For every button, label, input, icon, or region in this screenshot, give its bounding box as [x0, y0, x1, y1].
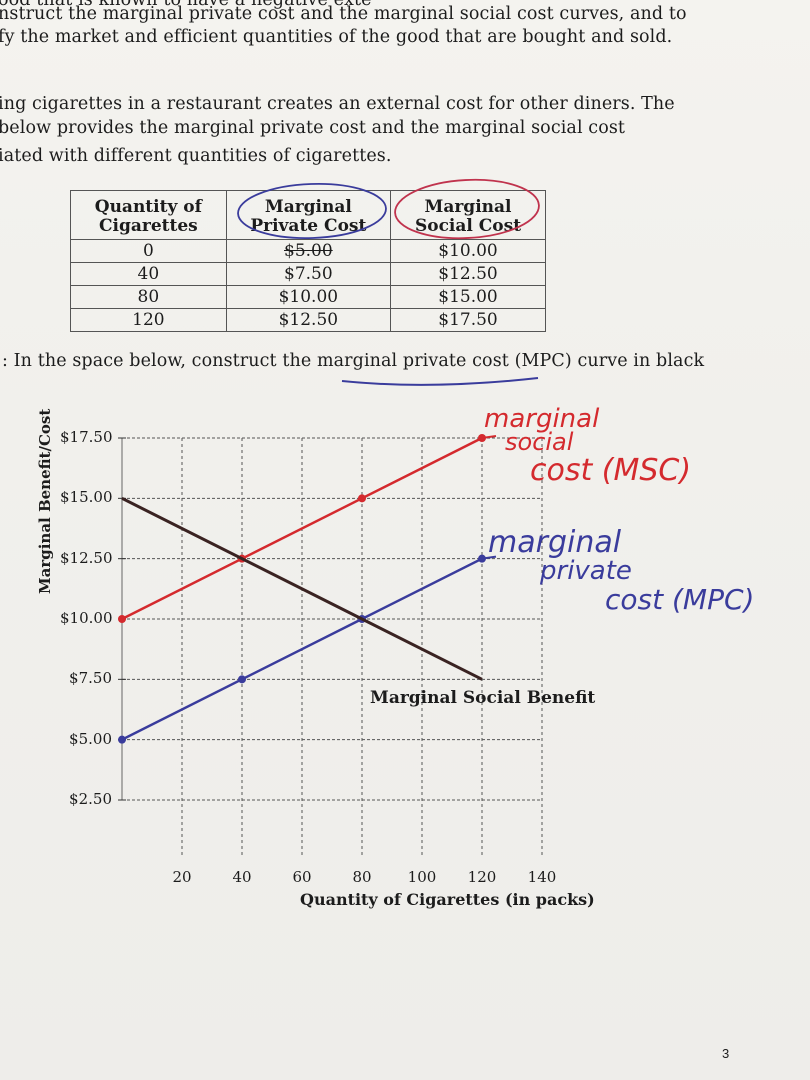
msc-annotation-2: social — [505, 428, 574, 456]
mpc-line-sketch — [123, 556, 484, 739]
mpc-header-circle — [237, 182, 387, 240]
x-tick-label: 60 — [292, 868, 312, 886]
table-header-mpc: Marginal Private Cost — [225, 190, 392, 240]
mpc-point — [118, 735, 126, 744]
y-tick-label: $17.50 — [60, 428, 113, 446]
table-row: 0 $5.00 $10.00 — [70, 239, 546, 263]
instruction-underline — [341, 377, 539, 386]
msc-annotation-3: cost (MSC) — [530, 453, 692, 488]
msc-point — [118, 615, 126, 623]
table-header-quantity: Quantity of Cigarettes — [70, 190, 227, 240]
table-cell: $10.00 — [225, 285, 392, 309]
table-cell: $10.00 — [390, 239, 546, 263]
msc-line-sketch — [123, 436, 484, 618]
x-axis-label: Quantity of Cigarettes (in packs) — [300, 890, 595, 909]
y-tick-label: $15.00 — [60, 488, 113, 507]
mpc-annotation-3: cost (MPC) — [605, 583, 755, 616]
cost-benefit-chart — [118, 434, 543, 855]
table-cell: $5.00 — [225, 239, 392, 263]
table-cell: 120 — [70, 308, 227, 332]
msb-line — [121, 496, 483, 681]
x-tick-label: 80 — [352, 868, 372, 886]
y-tick-label: $12.50 — [60, 548, 113, 567]
table-cell: $15.00 — [390, 285, 546, 309]
intro-line-2: fy the market and efficient quantities o… — [0, 27, 673, 47]
msb-label: Marginal Social Benefit — [370, 688, 596, 708]
table-cell: $17.50 — [390, 308, 546, 332]
table-row: 40 $7.50 $12.50 — [70, 262, 546, 286]
x-tick-label: 100 — [407, 868, 437, 886]
y-tick-label: $10.00 — [60, 609, 113, 627]
cost-table: Quantity of Cigarettes Marginal Private … — [70, 190, 546, 332]
y-tick-label: $5.00 — [69, 729, 112, 748]
table-cell: 80 — [70, 285, 227, 309]
mpc-annotation-1: marginal — [488, 525, 622, 560]
table-row: 80 $10.00 $15.00 — [70, 285, 546, 309]
table-cell: $12.50 — [225, 308, 392, 332]
x-tick-label: 140 — [527, 868, 557, 886]
mpc-pointer — [481, 555, 497, 560]
y-tick-label: $2.50 — [69, 790, 112, 808]
mpc-annotation-2: private — [540, 556, 632, 586]
msc-line — [121, 436, 483, 621]
page-number: 3 — [722, 1046, 730, 1061]
intro-line-1: nstruct the marginal private cost and th… — [0, 4, 687, 24]
paragraph-line-1: ing cigarettes in a restaurant creates a… — [0, 94, 675, 114]
msc-header-circle — [394, 178, 540, 240]
header-circles — [237, 178, 540, 386]
y-tick-label: $7.50 — [69, 669, 112, 688]
table-row: 120 $12.50 $17.50 — [70, 308, 546, 332]
x-tick-label: 20 — [172, 868, 192, 886]
msc-point — [358, 494, 366, 503]
msc-annotation-1: marginal — [484, 404, 600, 434]
mpc-point — [238, 675, 246, 684]
paragraph-line-2: below provides the marginal private cost… — [0, 118, 626, 138]
mpc-line — [121, 557, 483, 741]
intro-line-0: ood that is known to have a negative ext… — [0, 0, 372, 10]
instruction-text: : In the space below, construct the marg… — [2, 351, 705, 371]
paragraph-line-3: iated with different quantities of cigar… — [0, 146, 392, 166]
x-tick-label: 120 — [467, 868, 497, 886]
msc-pointer — [481, 435, 497, 439]
table-cell: $7.50 — [225, 262, 392, 286]
x-tick-label: 40 — [232, 868, 252, 886]
